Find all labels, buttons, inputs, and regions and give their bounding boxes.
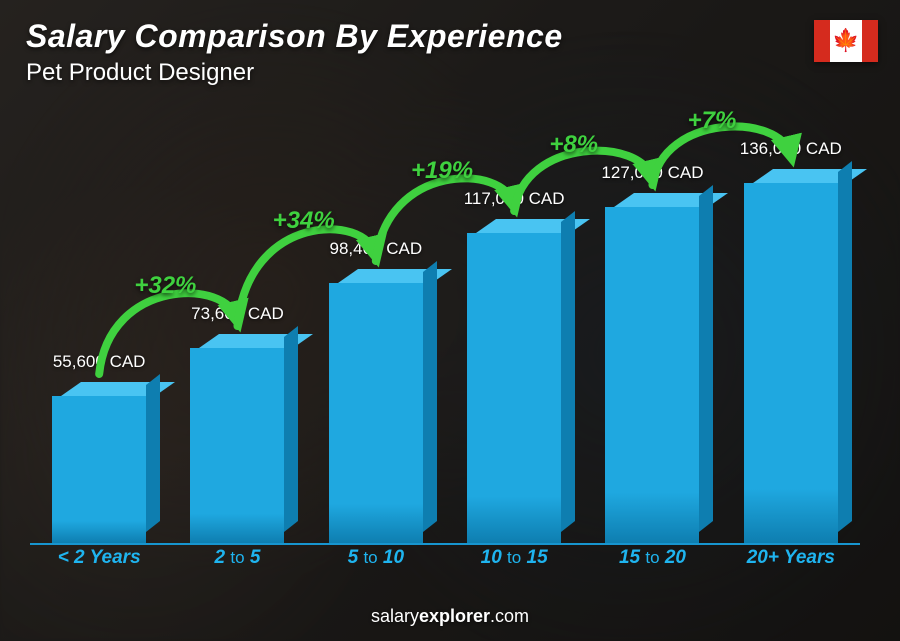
x-label-2: 5 to 10 xyxy=(307,547,445,581)
x-label-4: 15 to 20 xyxy=(583,547,721,581)
page-subtitle: Pet Product Designer xyxy=(26,59,563,87)
bar-value-label: 127,000 CAD xyxy=(572,163,732,183)
x-axis-labels: < 2 Years2 to 55 to 1010 to 1515 to 2020… xyxy=(30,547,860,581)
bar-side-face xyxy=(561,211,575,532)
flag-mid: 🍁 xyxy=(830,20,862,62)
bar-5: 136,000 CAD xyxy=(722,183,860,543)
brand-tld: .com xyxy=(490,606,529,626)
brand-part-1: salary xyxy=(371,606,419,626)
x-label-3: 10 to 15 xyxy=(445,547,583,581)
bar-value-label: 55,600 CAD xyxy=(19,352,179,372)
bar-0: 55,600 CAD xyxy=(30,396,168,543)
page-title: Salary Comparison By Experience xyxy=(26,18,563,55)
bar-2: 98,400 CAD xyxy=(307,283,445,543)
country-flag-canada: 🍁 xyxy=(814,20,878,62)
title-block: Salary Comparison By Experience Pet Prod… xyxy=(26,18,563,87)
flag-band-right xyxy=(862,20,878,62)
bar-chart: 55,600 CAD73,600 CAD98,400 CAD117,000 CA… xyxy=(30,100,860,581)
footer-brand: salaryexplorer.com xyxy=(0,606,900,627)
bar-value-label: 98,400 CAD xyxy=(296,239,456,259)
bar-side-face xyxy=(699,185,713,532)
brand-part-2: explorer xyxy=(419,606,490,626)
bar-3: 117,000 CAD xyxy=(445,233,583,543)
bar-front-face xyxy=(190,348,284,543)
bar-front-face xyxy=(52,396,146,543)
infographic-canvas: Salary Comparison By Experience Pet Prod… xyxy=(0,0,900,641)
bar-value-label: 73,600 CAD xyxy=(157,304,317,324)
bar-value-label: 117,000 CAD xyxy=(434,189,594,209)
bar-side-face xyxy=(838,161,852,532)
bar-1: 73,600 CAD xyxy=(168,348,306,543)
bar-4: 127,000 CAD xyxy=(583,207,721,543)
bar-side-face xyxy=(284,326,298,532)
x-label-1: 2 to 5 xyxy=(168,547,306,581)
bar-side-face xyxy=(423,261,437,532)
bars-container: 55,600 CAD73,600 CAD98,400 CAD117,000 CA… xyxy=(30,123,860,543)
x-label-5: 20+ Years xyxy=(722,547,860,581)
flag-band-left xyxy=(814,20,830,62)
bar-side-face xyxy=(146,374,160,532)
bar-front-face xyxy=(329,283,423,543)
bar-front-face xyxy=(467,233,561,543)
chart-baseline xyxy=(30,543,860,545)
bar-value-label: 136,000 CAD xyxy=(711,139,871,159)
maple-leaf-icon: 🍁 xyxy=(832,30,859,52)
bar-front-face xyxy=(744,183,838,543)
x-label-0: < 2 Years xyxy=(30,547,168,581)
bar-front-face xyxy=(605,207,699,543)
